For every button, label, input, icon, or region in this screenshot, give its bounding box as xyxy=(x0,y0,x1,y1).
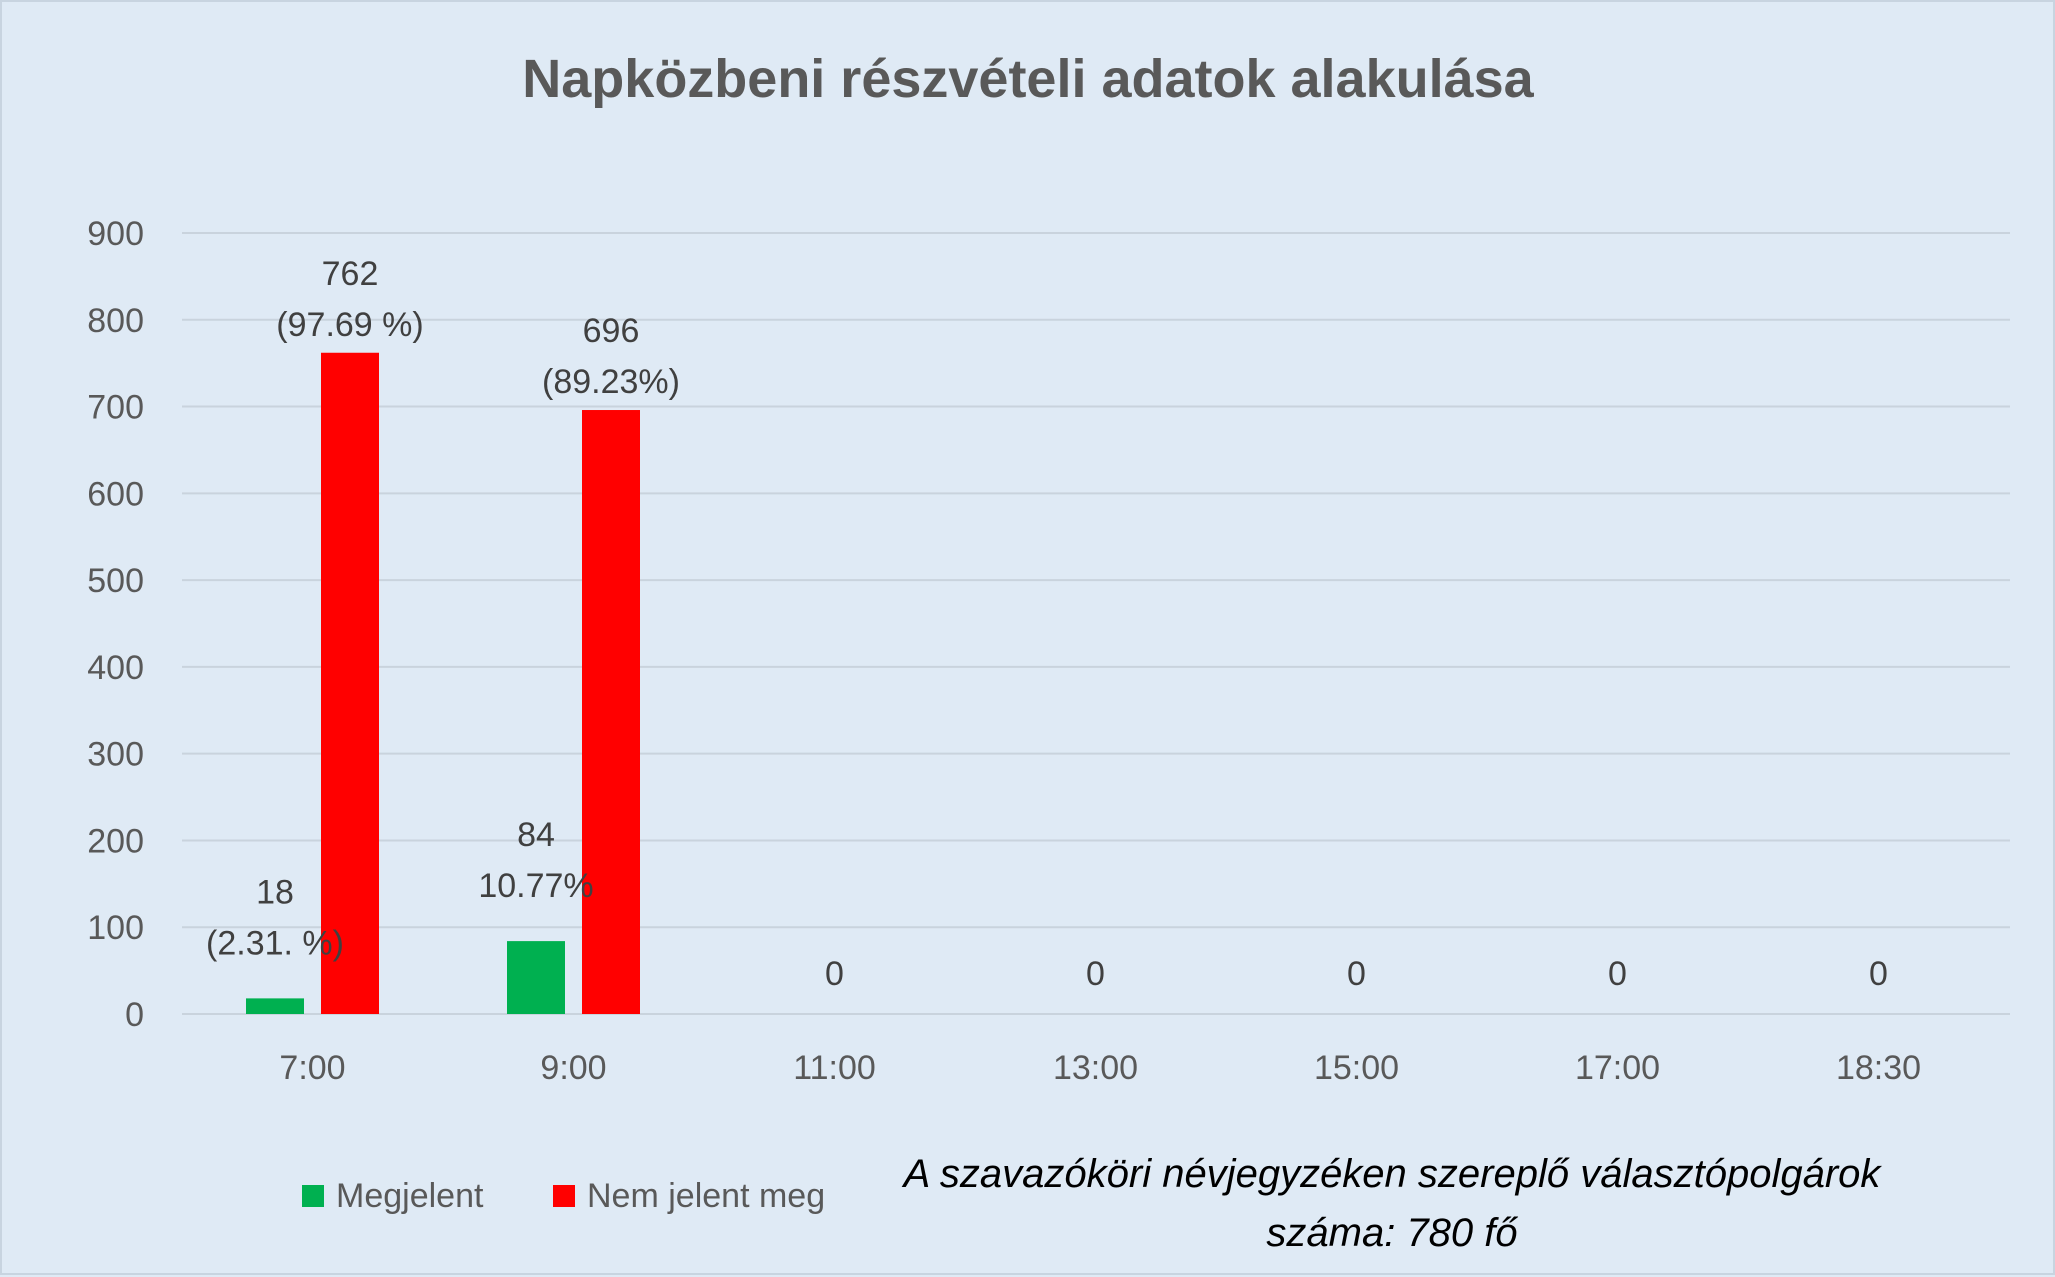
data-label-nem-jelent-meg: 696 xyxy=(583,312,640,350)
bars xyxy=(246,352,640,1015)
y-tick-label: 900 xyxy=(87,215,144,253)
data-label-megjelent: 0 xyxy=(1086,955,1105,993)
legend: Megjelent Nem jelent meg xyxy=(302,1177,825,1215)
bar-megjelent xyxy=(246,998,304,1014)
data-label-megjelent: 0 xyxy=(1869,955,1888,993)
y-tick-label: 100 xyxy=(87,909,144,947)
data-label-megjelent: 84 xyxy=(517,816,555,854)
y-tick-label: 600 xyxy=(87,475,144,513)
data-label-megjelent: 0 xyxy=(1608,955,1627,993)
y-tick-label: 400 xyxy=(87,649,144,687)
data-label-nem-jelent-meg: (89.23%) xyxy=(542,363,680,401)
legend-label: Megjelent xyxy=(336,1177,484,1215)
x-tick-label: 13:00 xyxy=(1053,1049,1138,1087)
y-tick-label: 800 xyxy=(87,302,144,340)
x-tick-label: 7:00 xyxy=(279,1049,345,1087)
bar-megjelent xyxy=(507,941,565,1014)
gridlines xyxy=(182,232,2010,1015)
bar-nem-jelent-meg xyxy=(582,410,640,1014)
data-label-nem-jelent-meg: 762 xyxy=(322,255,379,293)
legend-item-megjelent: Megjelent xyxy=(302,1177,484,1215)
note-text: A szavazóköri névjegyzéken szereplő vála… xyxy=(902,1152,1883,1255)
data-labels: 18 (2.31. %) 762 (97.69 %) 84 10.77% 696 (89.23… xyxy=(206,255,1888,993)
chart-title: Napközbeni részvételi adatok alakulása xyxy=(522,49,1534,109)
legend-item-nem-jelent-meg: Nem jelent meg xyxy=(553,1177,825,1215)
y-tick-label: 0 xyxy=(125,996,144,1034)
data-label-nem-jelent-meg: (97.69 %) xyxy=(276,306,423,344)
x-tick-label: 17:00 xyxy=(1575,1049,1660,1087)
legend-swatch xyxy=(553,1185,575,1207)
bar-nem-jelent-meg xyxy=(321,352,379,1015)
data-label-megjelent: 18 xyxy=(256,873,294,911)
y-axis-ticks: 0 100 200 300 400 500 600 700 800 900 xyxy=(87,215,144,1034)
y-tick-label: 300 xyxy=(87,736,144,774)
data-label-megjelent: 10.77% xyxy=(478,867,593,905)
y-tick-label: 500 xyxy=(87,562,144,600)
y-tick-label: 700 xyxy=(87,389,144,427)
data-label-megjelent: (2.31. %) xyxy=(206,924,344,962)
data-label-megjelent: 0 xyxy=(825,955,844,993)
x-tick-label: 15:00 xyxy=(1314,1049,1399,1087)
x-tick-label: 11:00 xyxy=(793,1049,876,1087)
note-line-2: száma: 780 fő xyxy=(1266,1211,1518,1255)
x-tick-label: 18:30 xyxy=(1836,1049,1921,1087)
x-tick-label: 9:00 xyxy=(540,1049,606,1087)
data-label-megjelent: 0 xyxy=(1347,955,1366,993)
legend-label: Nem jelent meg xyxy=(587,1177,825,1215)
x-axis-ticks: 7:00 9:00 11:00 13:00 15:00 17:00 18:30 xyxy=(279,1049,1921,1087)
legend-swatch xyxy=(302,1185,324,1207)
y-tick-label: 200 xyxy=(87,822,144,860)
note-line-1: A szavazóköri névjegyzéken szereplő vála… xyxy=(902,1152,1883,1196)
